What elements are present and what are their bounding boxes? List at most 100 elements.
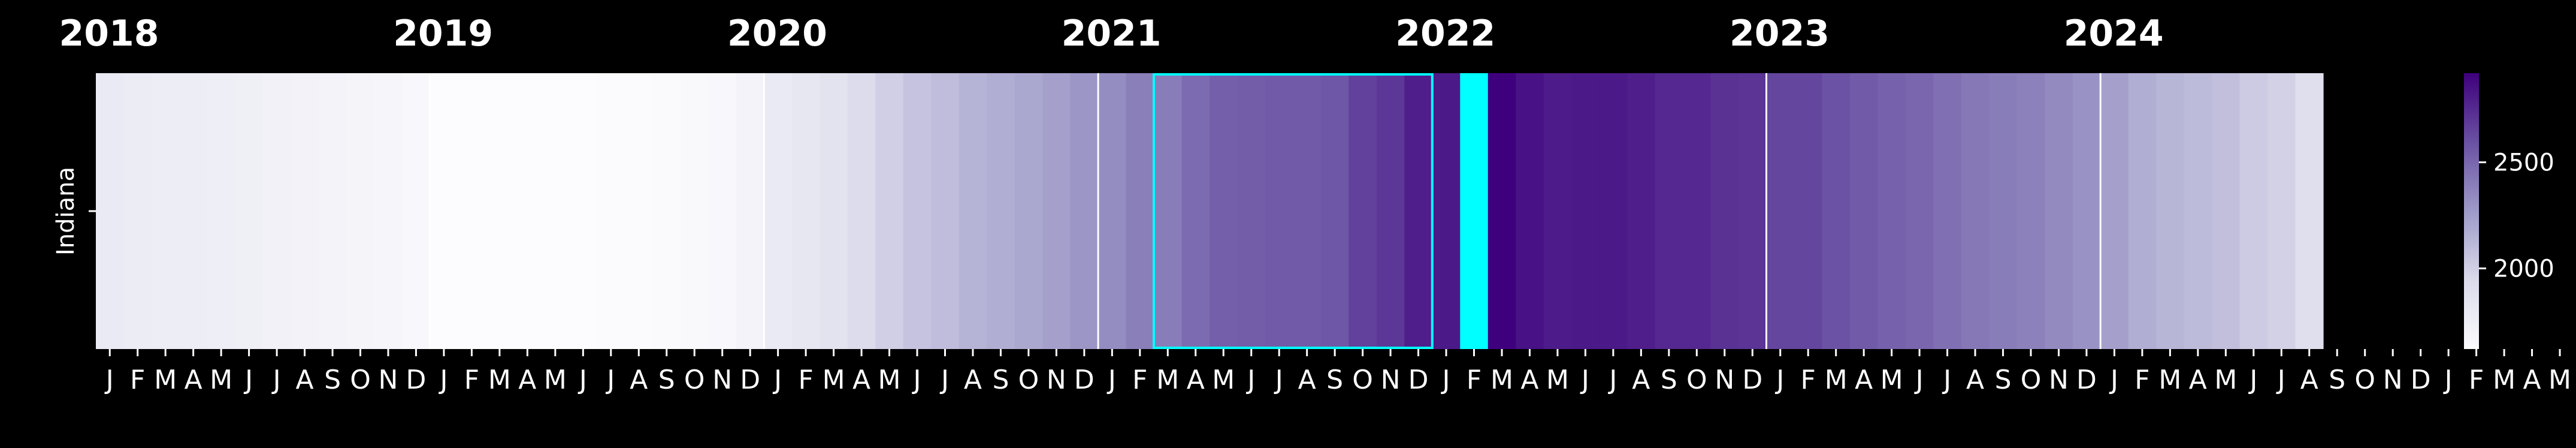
heatmap-cell-2019-10 (680, 73, 709, 349)
heatmap-cell-2019-07 (597, 73, 625, 349)
heatmap-cell-2023-02 (1794, 73, 1823, 349)
heatmap-cell-2024-04 (2184, 73, 2212, 349)
heatmap-cell-2020-02 (791, 73, 820, 349)
month-label-2023-07: J (1942, 365, 1951, 395)
month-label-2019-02: F (464, 365, 479, 395)
year-label-2023: 2023 (1730, 13, 1830, 55)
heatmap-cell-2018-08 (291, 73, 319, 349)
month-label-undefined: M (2493, 365, 2515, 395)
month-label-2024-01: J (2109, 365, 2118, 395)
heatmap-cell-2020-11 (1042, 73, 1071, 349)
month-label-2020-08: A (964, 365, 982, 395)
heatmap-cell-2018-11 (374, 73, 403, 349)
heatmap-cell-2022-07 (1599, 73, 1628, 349)
heatmap-cell-2022-02 (1460, 73, 1489, 349)
heatmap-cell-2018-07 (262, 73, 291, 349)
month-label-2023-12: D (2076, 365, 2097, 395)
heatmap-cell-2022-11 (1710, 73, 1739, 349)
heatmap-cell-2023-03 (1822, 73, 1851, 349)
heatmap-cell-2024-02 (2128, 73, 2157, 349)
heatmap-cell-2021-12 (1404, 73, 1433, 349)
heatmap-cell-2021-03 (1154, 73, 1183, 349)
row-label: Indiana (52, 167, 80, 255)
heatmap-cell-2022-08 (1627, 73, 1656, 349)
heatmap-cell-2022-05 (1543, 73, 1572, 349)
month-label-2021-11: N (1381, 365, 1401, 395)
month-label-2021-12: D (1408, 365, 1429, 395)
month-label-2021-01: J (1106, 365, 1116, 395)
month-label-2022-05: M (1546, 365, 1569, 395)
highlight-region (1153, 73, 1434, 349)
heatmap-cell-2018-03 (151, 73, 180, 349)
heatmap-cell-2021-05 (1210, 73, 1238, 349)
month-label-2019-05: M (544, 365, 567, 395)
month-label-2020-07: J (939, 365, 949, 395)
month-label-2020-04: A (852, 365, 870, 395)
heatmap-cell-2020-06 (903, 73, 932, 349)
month-label-2018-02: F (130, 365, 145, 395)
heatmap-cell-2024-01 (2100, 73, 2129, 349)
month-label-2023-09: S (1995, 365, 2012, 395)
heatmap-cell-2019-04 (513, 73, 542, 349)
month-label-undefined: S (2329, 365, 2345, 395)
month-label-2018-07: J (271, 365, 281, 395)
month-label-2020-02: F (798, 365, 813, 395)
month-label-2023-10: O (2021, 365, 2042, 395)
month-label-2022-01: J (1441, 365, 1450, 395)
month-label-2021-02: F (1132, 365, 1147, 395)
month-label-2023-01: J (1774, 365, 1784, 395)
month-label-2018-11: N (379, 365, 398, 395)
heatmap-cell-2023-05 (1877, 73, 1906, 349)
month-label-2018-04: A (185, 365, 202, 395)
month-label-2018-01: J (104, 365, 114, 395)
month-label-2023-11: N (2049, 365, 2069, 395)
heatmap-cell-2021-01 (1098, 73, 1127, 349)
heatmap-cell-2020-05 (875, 73, 904, 349)
month-label-2019-10: O (684, 365, 705, 395)
heatmap-cell-2023-04 (1849, 73, 1879, 349)
heatmap-cell-2018-05 (207, 73, 235, 349)
heatmap-cell-2022-09 (1655, 73, 1683, 349)
month-label-2022-11: N (1715, 365, 1734, 395)
month-label-2022-07: J (1607, 365, 1617, 395)
month-label-2020-09: S (992, 365, 1009, 395)
month-label-2020-10: O (1018, 365, 1039, 395)
heatmap-cell-2024-05 (2212, 73, 2241, 349)
heatmap-cell-2024-06 (2239, 73, 2268, 349)
heatmap-cell-2021-10 (1349, 73, 1377, 349)
year-label-2024: 2024 (2064, 13, 2164, 55)
month-label-2024-07: J (2276, 365, 2285, 395)
heatmap-cell-2021-04 (1181, 73, 1210, 349)
heatmap-cell-2020-03 (820, 73, 848, 349)
month-label-2024-08: A (2300, 365, 2318, 395)
month-label-2020-01: J (772, 365, 782, 395)
row-axis: Indiana (52, 167, 96, 255)
heatmap-cell-2019-02 (458, 73, 486, 349)
month-label-2022-12: D (1742, 365, 1762, 395)
heatmap-cell-2022-12 (1739, 73, 1767, 349)
heatmap-cell-2023-09 (1989, 73, 2018, 349)
heatmap-cell-2018-02 (123, 73, 152, 349)
heatmap-cell-2021-08 (1293, 73, 1322, 349)
heatmap-cell-2019-12 (736, 73, 764, 349)
month-label-2019-06: J (578, 365, 587, 395)
month-label-2022-06: J (1580, 365, 1589, 395)
month-label-2019-11: N (712, 365, 732, 395)
month-label-2018-03: M (154, 365, 177, 395)
heatmap-cell-2022-04 (1516, 73, 1544, 349)
year-label-2019: 2019 (393, 13, 493, 55)
month-label-2019-07: J (605, 365, 615, 395)
heatmap-cell-2019-03 (485, 73, 514, 349)
year-label-2022: 2022 (1395, 13, 1495, 55)
month-label-2019-04: A (518, 365, 536, 395)
heatmap-cell-2023-07 (1933, 73, 1962, 349)
year-label-2021: 2021 (1062, 13, 1162, 55)
month-label-2024-06: J (2248, 365, 2257, 395)
month-label-undefined: J (2443, 365, 2453, 395)
heatmap-cell-2018-01 (96, 73, 125, 349)
month-label-2023-03: M (1825, 365, 1848, 395)
month-label-2022-04: A (1520, 365, 1538, 395)
month-label-2018-08: A (296, 365, 314, 395)
month-label-2020-11: N (1047, 365, 1066, 395)
month-label-2021-10: O (1352, 365, 1373, 395)
